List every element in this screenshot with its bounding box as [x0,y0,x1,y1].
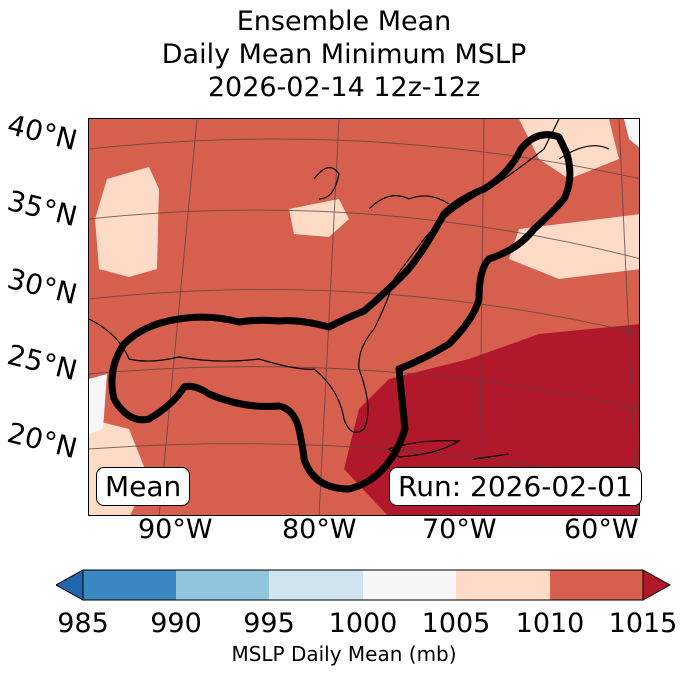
mslp-1000-patch-ne [624,119,639,148]
colorbar-over-arrow [642,569,672,601]
colorbar-segment-1000-1005 [363,570,456,600]
lon-label-80: 80°W [282,514,357,545]
colorbar-segment-995-1000 [269,570,363,600]
colorbar-tick-1005: 1005 [421,608,491,639]
mslp-1005-patch-west [95,167,159,277]
colorbar-segment-1005-1010 [456,570,550,600]
lon-label-60: 60°W [564,514,639,545]
lat-label-30: 30°N [4,262,81,312]
title-line-2: Daily Mean Minimum MSLP [161,39,527,70]
colorbar-tick-995: 995 [243,608,295,639]
colorbar-tick-1000: 1000 [328,608,398,639]
title-line-1: Ensemble Mean [236,6,452,37]
colorbar-under-arrow [56,569,84,601]
colorbar-segment-990-995 [176,570,269,600]
map-canvas [89,119,639,515]
colorbar-tick-990: 990 [150,608,202,639]
lat-label-40: 40°N [4,108,81,158]
colorbar-tick-1015: 1015 [608,608,678,639]
colorbar-tick-1010: 1010 [515,608,585,639]
mean-contour [108,131,574,493]
mslp-1000-patch [89,374,107,434]
lon-label-70: 70°W [422,514,497,545]
map-panel [88,118,640,516]
lat-label-20: 20°N [4,416,81,466]
lat-label-25: 25°N [4,338,81,388]
colorbar-segment-985-990 [83,570,176,600]
colorbar-segment-1010-1015 [550,570,643,600]
mean-label-box: Mean [96,467,191,506]
mslp-1005-patch-east [509,214,639,279]
run-date-box: Run: 2026-02-01 [389,467,642,506]
lon-label-90: 90°W [138,514,213,545]
colorbar [56,569,672,601]
colorbar-label: MSLP Daily Mean (mb) [231,642,457,666]
lat-label-35: 35°N [4,184,81,234]
colorbar-tick-985: 985 [57,608,109,639]
title-line-3: 2026-02-14 12z-12z [207,72,481,103]
